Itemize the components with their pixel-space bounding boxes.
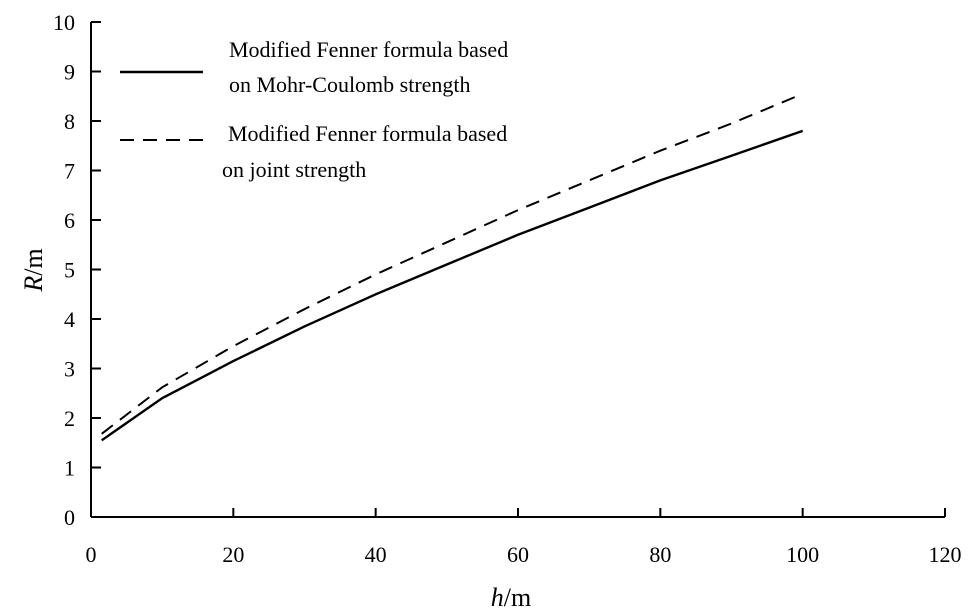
x-axis-label: h/m bbox=[491, 583, 531, 612]
y-tick-label: 8 bbox=[64, 109, 75, 134]
legend-label-1: Modified Fenner formula based bbox=[229, 37, 508, 62]
ticks: 0 20 40 60 80 100 120 0 1 2 3 4 5 6 7 8 9 10 bbox=[53, 10, 962, 567]
y-tick-label: 1 bbox=[64, 456, 75, 481]
legend: Modified Fenner formula based on Mohr-Cou… bbox=[120, 37, 508, 182]
y-tick-label: 9 bbox=[64, 60, 75, 85]
y-tick-label: 3 bbox=[64, 357, 75, 382]
series-line-1 bbox=[101, 129, 804, 442]
axes bbox=[90, 22, 945, 518]
series-lines bbox=[101, 92, 804, 442]
y-tick-label: 6 bbox=[64, 208, 75, 233]
x-tick-label: 60 bbox=[507, 542, 529, 567]
legend-label-1: on Mohr-Coulomb strength bbox=[229, 72, 471, 97]
legend-label-2: Modified Fenner formula based bbox=[228, 121, 507, 146]
x-tick-label: 40 bbox=[365, 542, 387, 567]
x-tick-label: 120 bbox=[929, 542, 962, 567]
series-line-2 bbox=[101, 92, 804, 435]
y-tick-label: 2 bbox=[64, 406, 75, 431]
legend-label-2: on joint strength bbox=[222, 157, 366, 182]
y-tick-label: 5 bbox=[64, 258, 75, 283]
y-tick-label: 0 bbox=[64, 505, 75, 530]
x-tick-label: 0 bbox=[86, 542, 97, 567]
x-tick-label: 80 bbox=[649, 542, 671, 567]
y-tick-label: 7 bbox=[64, 159, 75, 184]
y-tick-label: 4 bbox=[64, 307, 75, 332]
x-tick-label: 20 bbox=[222, 542, 244, 567]
y-tick-label: 10 bbox=[53, 10, 75, 35]
y-axis-label: R/m bbox=[19, 248, 48, 292]
x-tick-label: 100 bbox=[786, 542, 819, 567]
